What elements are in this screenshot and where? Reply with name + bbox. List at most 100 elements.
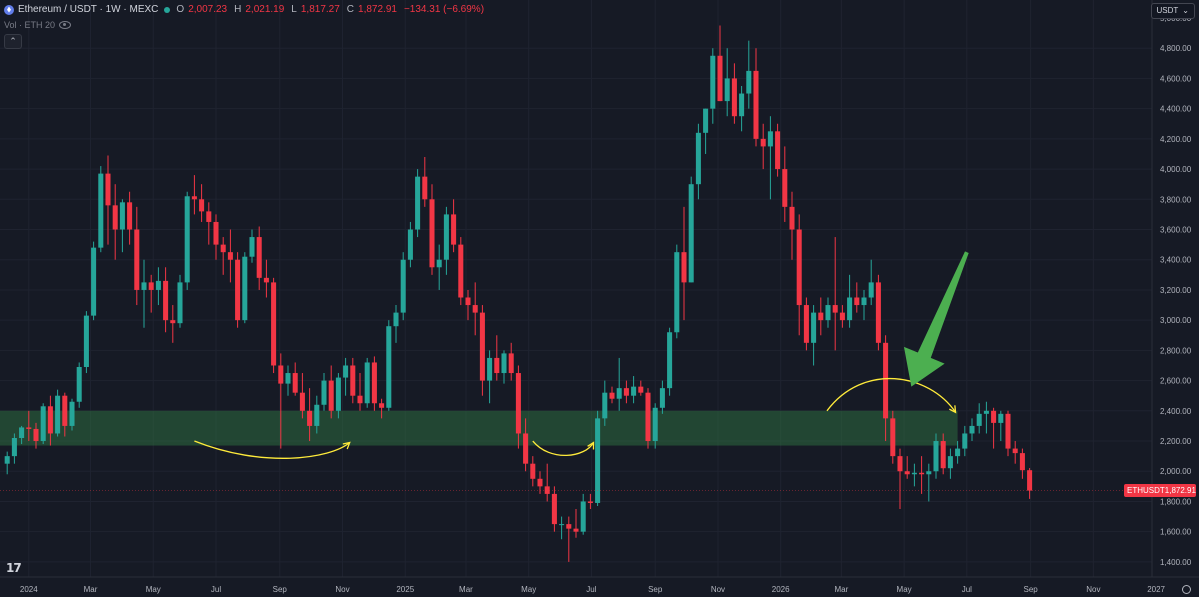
yellow-curve-arrow [532,440,595,456]
candle [832,237,838,351]
time-tick-label: 2027 [1147,585,1165,594]
currency-button[interactable]: USDT ⌄ [1150,3,1195,19]
candle-body [407,229,413,260]
candle-body [487,357,493,381]
candle [271,277,277,374]
candle [177,274,183,328]
candle-body [141,282,147,290]
candle [962,425,968,457]
price-tick-label: 3,600.00 [1160,226,1192,235]
candle-body [911,472,917,475]
candle [868,259,874,306]
price-tick-label: 2,600.00 [1160,377,1192,386]
candle-body [803,305,809,343]
candle [515,365,521,449]
candle [451,199,457,253]
candle [731,63,737,124]
candle-body [717,55,723,102]
price-tick-label: 4,200.00 [1160,135,1192,144]
tradingview-logo-icon[interactable]: 17 [6,561,22,575]
candle [847,274,853,328]
candle-body [184,196,190,283]
candle-body [40,406,46,442]
candle-body [1012,448,1018,454]
price-tick-label: 3,000.00 [1160,316,1192,325]
yellow-arrowhead [949,405,957,414]
candle-body [796,229,802,306]
candle [458,237,464,306]
candle-body [1027,470,1033,491]
time-tick-label: Mar [84,585,98,594]
price-tick-label: 2,400.00 [1160,407,1192,416]
settings-icon[interactable] [1182,585,1191,594]
candle-body [746,70,752,94]
candle [523,418,529,472]
candle-body [415,176,421,230]
candle-body [890,418,896,457]
volume-label: Vol · ETH 20 [4,20,56,30]
candle [256,226,262,290]
volume-indicator[interactable]: Vol · ETH 20 [4,20,72,30]
green-arrow [903,251,969,387]
time-tick-label: Nov [335,585,349,594]
last-price-tag: ETHUSDT 1,872.91 [1124,484,1196,498]
eye-icon[interactable] [59,21,72,29]
candle-body [335,377,341,411]
candle [278,353,284,449]
candle [991,407,997,449]
candle [170,305,176,343]
price-axis[interactable]: 1,400.00 1,600.00 1,800.00 2,000.00 2,200.00… [1152,0,1199,597]
candle [897,448,903,510]
candle-body [724,78,730,102]
price-tick-label: 2,000.00 [1160,467,1192,476]
candle-body [400,259,406,313]
candle-body [811,312,817,343]
low-label: L [291,4,297,15]
candle [703,108,709,154]
candle-body [940,441,946,469]
candle-body [443,214,449,260]
candle-body [544,486,550,494]
candle-body [33,428,39,442]
candle-body [62,395,68,426]
candle-body [926,471,932,475]
candle [904,456,910,479]
candle [811,305,817,366]
candle [443,206,449,275]
time-tick-label: May [521,585,536,594]
candle [825,297,831,328]
candle-body [393,312,399,327]
candle [602,380,608,426]
candle [631,376,637,404]
candle-body [695,132,701,185]
candle [292,362,298,396]
candle-body [386,326,392,408]
candle-body [170,320,176,324]
candle-body [760,138,766,147]
yellow-arrowhead [342,441,351,450]
candle-body [523,433,529,464]
candle [364,357,370,408]
candle-body [47,406,53,434]
candle-body [163,280,169,321]
candle-body [263,277,269,283]
symbol-title[interactable]: Ethereum / USDT · 1W · MEXC [18,4,159,15]
candle-body [350,365,356,396]
collapse-legend-button[interactable]: ⌃ [4,34,22,49]
candle-body [299,392,305,411]
candle-body [458,244,464,298]
candle [350,357,356,404]
candle [652,403,658,449]
candle-body [883,342,889,419]
candle [26,410,32,442]
candle [487,350,493,404]
candle [947,448,953,479]
candle-body [818,312,824,321]
currency-label: USDT [1156,6,1179,15]
chevron-up-icon: ⌃ [9,36,17,46]
candlestick-series [0,25,1152,562]
candle-body [256,237,262,278]
candle-body [55,395,61,434]
